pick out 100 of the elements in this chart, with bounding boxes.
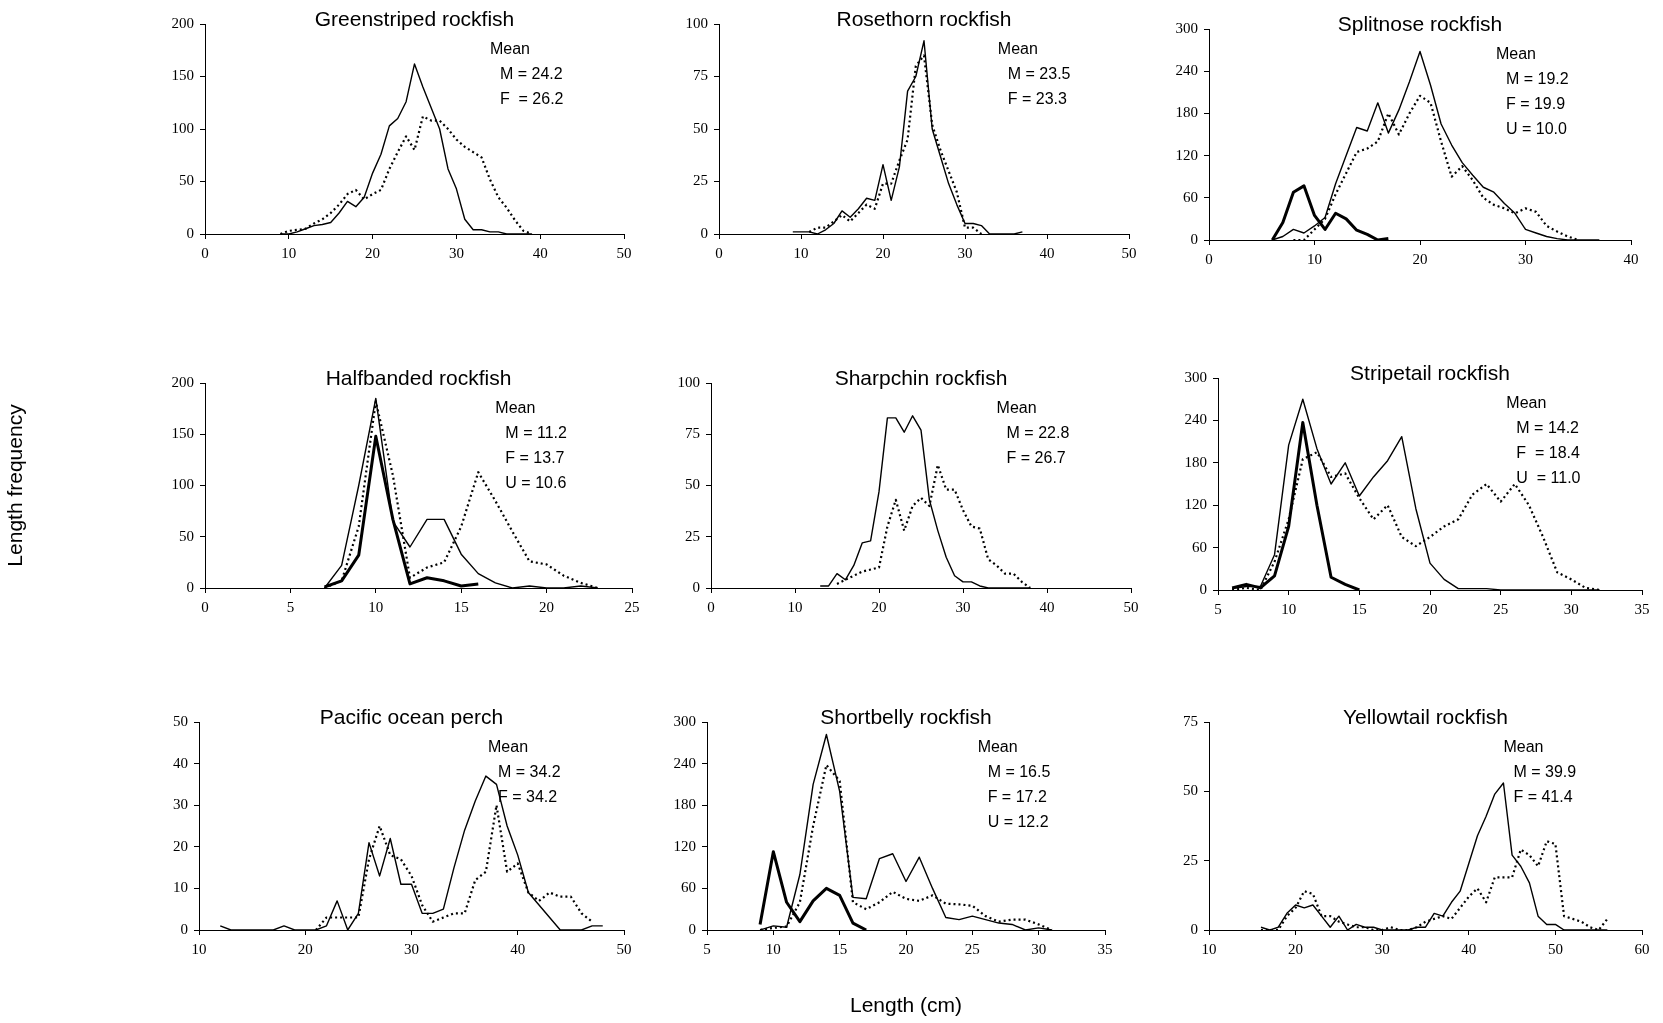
- y-tick-label: 30: [173, 796, 188, 813]
- x-tick-label: 40: [1623, 250, 1639, 267]
- annotation: M = 23.5: [1007, 65, 1071, 83]
- x-tick-label: 40: [1039, 598, 1055, 615]
- y-tick-label: 180: [1184, 453, 1207, 470]
- x-tick-label: 20: [898, 940, 914, 957]
- annotation: F = 26.2: [499, 90, 564, 108]
- annotation: Mean: [495, 399, 536, 417]
- x-tick-label: 35: [1634, 600, 1650, 617]
- x-tick-label: 40: [510, 940, 526, 957]
- annotation: M = 14.2: [1516, 419, 1580, 437]
- y-tick-label: 50: [179, 527, 194, 544]
- y-tick-label: 240: [1184, 411, 1207, 428]
- x-tick-label: 20: [365, 244, 381, 261]
- annotation: Mean: [977, 738, 1018, 756]
- x-tick-label: 30: [448, 244, 464, 261]
- x-tick-label: 20: [871, 598, 887, 615]
- x-tick-label: 10: [281, 244, 297, 261]
- x-tick-label: 15: [832, 940, 848, 957]
- y-tick-label: 150: [171, 425, 194, 442]
- chart-title: Pacific ocean perch: [319, 704, 504, 728]
- annotation: Mean: [1503, 738, 1544, 756]
- x-tick-label: 35: [1097, 940, 1113, 957]
- annotation: Mean: [1506, 394, 1547, 412]
- chart-title: Stripetail rockfish: [1350, 360, 1510, 384]
- x-tick-label: 0: [715, 244, 723, 261]
- x-tick-label: 10: [765, 940, 781, 957]
- annotation: M = 22.8: [1006, 424, 1070, 442]
- y-tick-label: 75: [1183, 712, 1198, 729]
- annotation: M = 34.2: [498, 763, 561, 781]
- x-tick-label: 50: [616, 244, 632, 261]
- annotation: M = 39.9: [1513, 763, 1577, 781]
- y-tick-label: 200: [171, 373, 194, 390]
- x-tick-label: 60: [1634, 940, 1650, 957]
- y-tick-label: 0: [1190, 230, 1198, 247]
- x-tick-label: 25: [964, 940, 980, 957]
- x-tick-label: 15: [453, 598, 469, 615]
- y-tick-label: 0: [186, 578, 194, 595]
- x-tick-label: 5: [286, 598, 295, 615]
- annotation: M = 19.2: [1505, 70, 1569, 88]
- x-tick-label: 50: [1121, 244, 1137, 261]
- annotation: F = 23.3: [1007, 90, 1068, 108]
- y-tick-label: 200: [171, 14, 194, 31]
- x-tick-label: 20: [1422, 600, 1438, 617]
- x-tick-label: 30: [1563, 600, 1579, 617]
- chart-title: Splitnose rockfish: [1337, 11, 1503, 35]
- annotation: F = 26.7: [1006, 449, 1066, 467]
- y-tick-label: 300: [1175, 19, 1198, 36]
- y-tick-label: 240: [673, 754, 696, 771]
- annotation: M = 24.2: [499, 65, 563, 83]
- x-tick-label: 0: [201, 244, 209, 261]
- chart-title: Sharpchin rockfish: [834, 365, 1008, 389]
- x-tick-label: 15: [1351, 600, 1367, 617]
- annotation: U = 10.0: [1505, 120, 1567, 138]
- y-tick-label: 100: [677, 373, 700, 390]
- x-tick-label: 30: [957, 244, 973, 261]
- y-tick-label: 240: [1175, 62, 1198, 79]
- y-tick-label: 100: [171, 476, 194, 493]
- chart-title: Rosethorn rockfish: [836, 6, 1012, 30]
- annotation: U = 10.6: [505, 474, 567, 492]
- annotation: F = 41.4: [1513, 788, 1573, 806]
- x-tick-label: 40: [532, 244, 548, 261]
- y-tick-label: 50: [179, 172, 194, 189]
- chart-title: Greenstriped rockfish: [314, 6, 515, 30]
- y-tick-label: 50: [685, 476, 700, 493]
- annotation: Mean: [1495, 45, 1536, 63]
- annotation: Mean: [997, 40, 1038, 58]
- y-tick-label: 10: [173, 879, 188, 896]
- y-tick-label: 300: [1184, 368, 1207, 385]
- x-tick-label: 50: [616, 940, 632, 957]
- y-tick-label: 300: [673, 712, 696, 729]
- x-axis-title: Length (cm): [849, 993, 963, 1017]
- y-tick-label: 120: [1175, 146, 1198, 163]
- x-tick-label: 20: [1412, 250, 1428, 267]
- y-tick-label: 0: [1199, 580, 1207, 597]
- annotation: F = 18.4: [1516, 444, 1581, 462]
- annotation: F = 17.2: [987, 788, 1047, 806]
- y-tick-label: 100: [171, 119, 194, 136]
- y-tick-label: 0: [1190, 920, 1198, 937]
- y-tick-label: 0: [186, 224, 194, 241]
- y-tick-label: 100: [685, 14, 708, 31]
- x-tick-label: 25: [1493, 600, 1509, 617]
- y-tick-label: 40: [173, 754, 188, 771]
- x-tick-label: 50: [1547, 940, 1563, 957]
- x-tick-label: 30: [404, 940, 419, 957]
- x-tick-label: 40: [1039, 244, 1055, 261]
- y-tick-label: 120: [1184, 496, 1207, 513]
- x-tick-label: 50: [1123, 598, 1139, 615]
- annotation: M = 16.5: [987, 763, 1051, 781]
- y-tick-label: 0: [700, 224, 708, 241]
- x-tick-label: 20: [539, 598, 555, 615]
- y-tick-label: 25: [693, 172, 708, 189]
- x-tick-label: 20: [1288, 940, 1304, 957]
- y-tick-label: 180: [1175, 104, 1198, 121]
- annotation: F = 19.9: [1505, 95, 1566, 113]
- annotation: U = 11.0: [1516, 469, 1581, 487]
- x-tick-label: 30: [1518, 250, 1533, 267]
- x-tick-label: 10: [787, 598, 803, 615]
- x-tick-label: 25: [624, 598, 640, 615]
- x-tick-label: 10: [1281, 600, 1297, 617]
